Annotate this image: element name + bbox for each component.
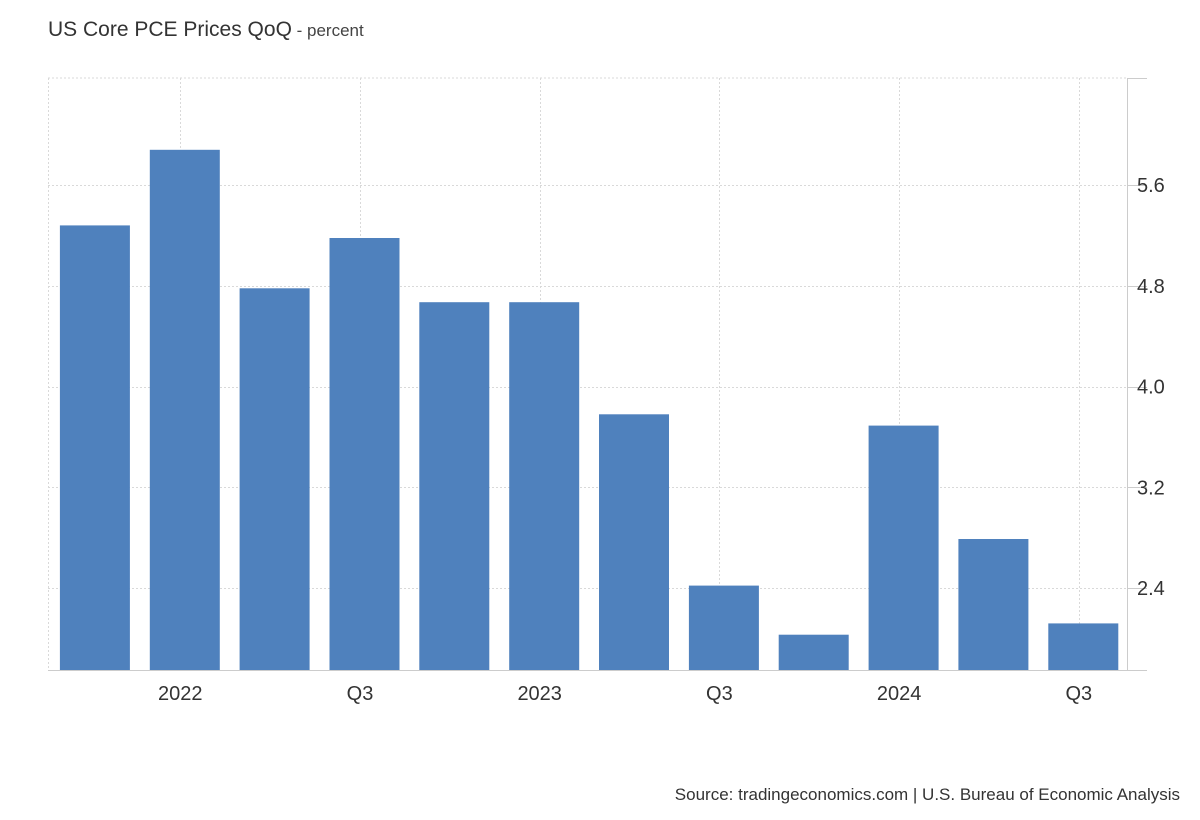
x-tick-label-2: 2023: [517, 683, 562, 705]
x-tick-label-3: Q3: [706, 683, 733, 705]
y-tick-label-1: 3.2: [1137, 477, 1165, 499]
bar-9: [868, 425, 939, 670]
label-layer: 2.4 3.2 4.0 4.8 5.6 2022 Q3 2023 Q3 2024 Q3: [158, 175, 1165, 705]
y-tick-label-4: 5.6: [1137, 175, 1165, 197]
bar-11: [1048, 623, 1119, 670]
bar-0: [59, 225, 130, 670]
bar-3: [329, 238, 400, 670]
x-tick-label-0: 2022: [158, 683, 203, 705]
bar-6: [599, 414, 669, 670]
y-tick-label-0: 2.4: [1137, 578, 1165, 600]
bar-7: [688, 585, 759, 670]
y-tick-label-3: 4.8: [1137, 276, 1165, 298]
x-tick-label-1: Q3: [347, 683, 374, 705]
chart-title-unit: percent: [307, 21, 364, 40]
x-tick-label-4: 2024: [877, 683, 922, 705]
bar-layer: [59, 149, 1119, 671]
x-tick-label-5: Q3: [1065, 683, 1092, 705]
bar-5: [509, 302, 580, 670]
bar-4: [419, 302, 490, 670]
y-tick-label-2: 4.0: [1137, 377, 1165, 399]
bar-8: [778, 634, 849, 670]
bar-2: [239, 288, 310, 670]
source-note: Source: tradingeconomics.com | U.S. Bure…: [674, 785, 1180, 804]
chart-title-separator: -: [291, 21, 308, 40]
axis-layer: [48, 78, 1147, 671]
bar-10: [958, 539, 1029, 670]
chart-title: US Core PCE Prices QoQ - percent: [48, 18, 364, 42]
bar-1: [149, 149, 220, 671]
chart-title-main: US Core PCE Prices QoQ: [48, 18, 292, 41]
